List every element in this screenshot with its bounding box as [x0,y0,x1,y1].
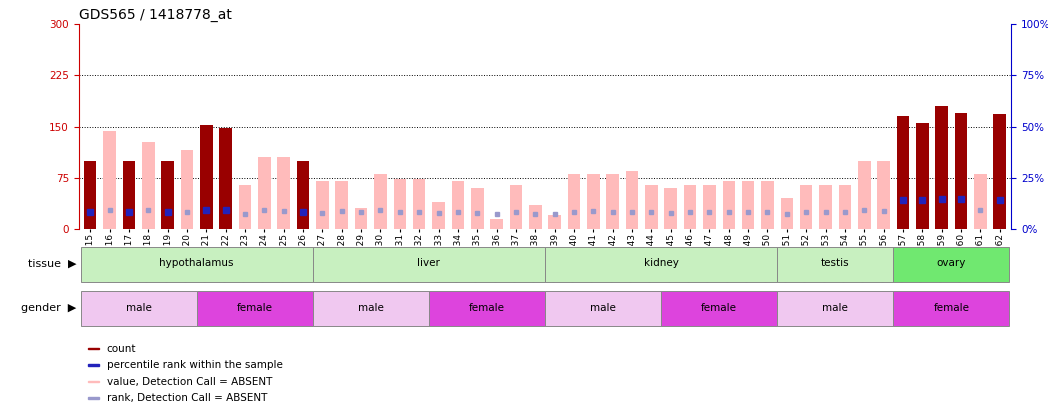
Bar [936,106,948,229]
Bar [471,188,483,229]
Text: female: female [701,303,737,313]
Bar [452,181,464,229]
Bar [316,181,329,229]
Bar [335,181,348,229]
Bar [432,202,444,229]
Bar [490,219,503,229]
Bar [994,114,1006,229]
Bar [312,247,545,281]
Bar [587,174,599,229]
Text: ovary: ovary [937,258,966,269]
Bar [88,381,100,382]
Bar [664,188,677,229]
Bar [877,161,890,229]
Bar [81,247,312,281]
Bar [800,185,812,229]
Bar [781,198,793,229]
Bar [394,179,407,229]
Bar [258,157,270,229]
Bar [778,292,893,326]
Bar [88,364,100,366]
Bar [778,247,893,281]
Text: female: female [468,303,505,313]
Bar [974,174,986,229]
Text: male: male [823,303,848,313]
Bar [646,185,658,229]
Text: GDS565 / 1418778_at: GDS565 / 1418778_at [79,8,232,22]
Bar [239,185,252,229]
Bar [568,174,581,229]
Bar [180,150,193,229]
Bar [219,128,232,229]
Bar [123,161,135,229]
Bar [548,215,561,229]
Bar [820,185,832,229]
Text: female: female [237,303,272,313]
Bar [278,157,290,229]
Text: hypothalamus: hypothalamus [159,258,234,269]
Text: liver: liver [417,258,440,269]
Text: female: female [934,303,969,313]
Text: percentile rank within the sample: percentile rank within the sample [107,360,283,370]
Text: testis: testis [821,258,850,269]
Bar [200,125,213,229]
Bar [897,116,910,229]
Bar [683,185,696,229]
Bar [893,247,1009,281]
Bar [200,125,213,229]
Text: male: male [590,303,616,313]
Bar [429,292,545,326]
Bar [297,161,309,229]
Bar [161,161,174,229]
Bar [123,161,135,229]
Bar [88,397,100,399]
Bar [88,347,100,350]
Bar [661,292,778,326]
Bar [529,205,542,229]
Bar [355,208,368,229]
Bar [626,171,638,229]
Bar [84,161,96,229]
Bar [936,106,948,229]
Bar [703,185,716,229]
Text: rank, Detection Call = ABSENT: rank, Detection Call = ABSENT [107,393,267,403]
Bar [297,161,309,229]
Bar [312,292,429,326]
Bar [81,292,197,326]
Bar [897,116,910,229]
Bar [858,161,871,229]
Bar [994,114,1006,229]
Bar [84,161,96,229]
Bar [916,123,929,229]
Text: gender  ▶: gender ▶ [21,303,77,313]
Bar [722,181,735,229]
Text: value, Detection Call = ABSENT: value, Detection Call = ABSENT [107,377,272,387]
Bar [413,179,425,229]
Bar [916,123,929,229]
Bar [893,292,1009,326]
Bar [219,128,232,229]
Bar [838,185,851,229]
Text: kidney: kidney [643,258,678,269]
Bar [197,292,312,326]
Bar [374,174,387,229]
Bar [761,181,773,229]
Text: male: male [126,303,152,313]
Text: count: count [107,343,136,354]
Text: tissue  ▶: tissue ▶ [28,258,77,269]
Bar [509,185,522,229]
Bar [545,247,778,281]
Bar [742,181,755,229]
Bar [955,113,967,229]
Bar [955,113,967,229]
Bar [141,142,154,229]
Bar [545,292,661,326]
Bar [104,131,116,229]
Text: male: male [357,303,384,313]
Bar [161,161,174,229]
Bar [607,174,619,229]
